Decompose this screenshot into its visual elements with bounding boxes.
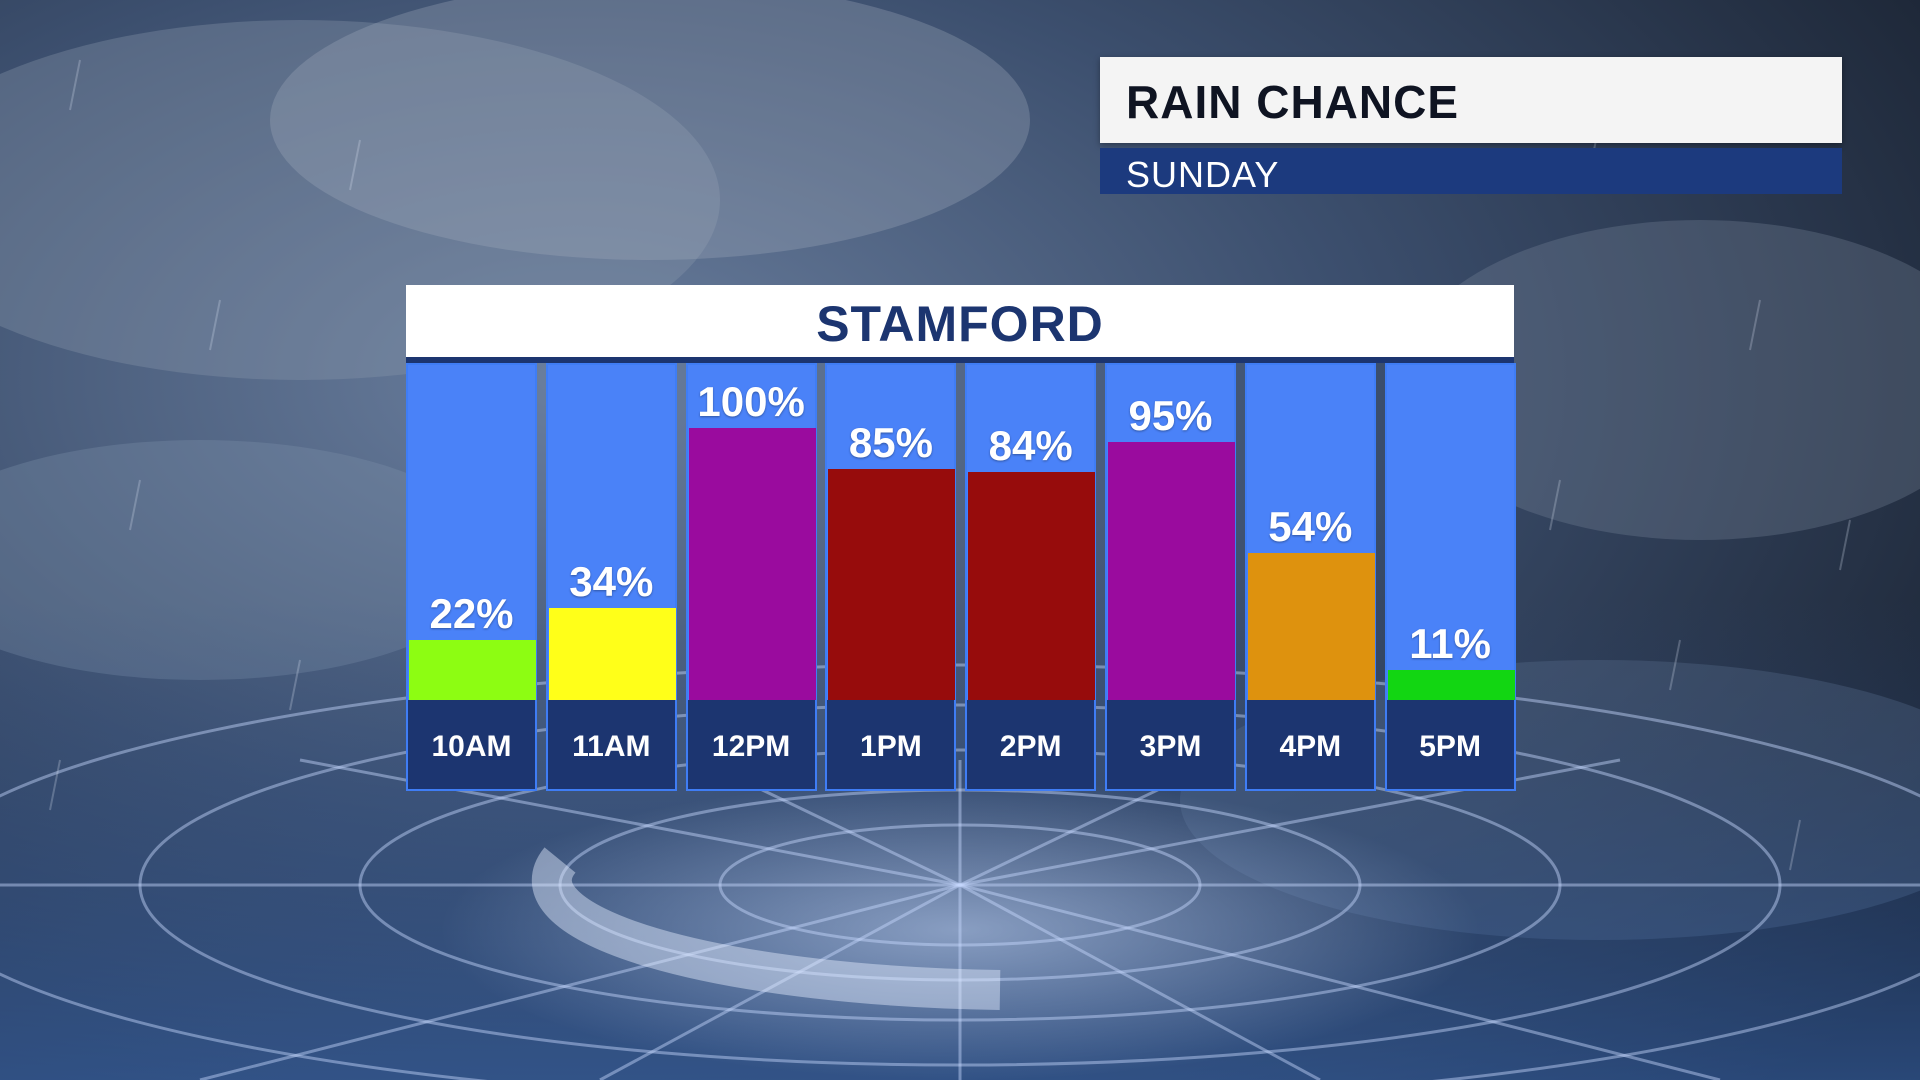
bar	[1108, 442, 1235, 700]
bar-column: 22% 10AM	[406, 363, 537, 791]
hour-label-band	[1386, 700, 1514, 789]
graphic-subtitle: SUNDAY	[1126, 154, 1280, 195]
hour-label-band	[967, 700, 1095, 789]
bar	[409, 640, 536, 700]
subtitle-band: SUNDAY	[1100, 148, 1842, 195]
bar-value-label: 54%	[1268, 503, 1353, 550]
bar-column: 54% 4PM	[1244, 363, 1376, 791]
bar-column: 85% 1PM	[825, 363, 957, 791]
hour-tick-label: 11AM	[572, 730, 651, 763]
bar	[968, 472, 1096, 700]
bar	[1247, 553, 1375, 700]
bar-value-label: 22%	[429, 590, 514, 637]
bar-column: 95% 3PM	[1105, 363, 1236, 791]
hour-label-band	[1107, 700, 1234, 789]
hour-label-band	[687, 700, 815, 789]
hour-tick-label: 4PM	[1279, 730, 1342, 763]
bar-column: 84% 2PM	[965, 363, 1097, 791]
bar-value-label: 100%	[697, 378, 805, 425]
hour-tick-label: 10AM	[431, 730, 512, 763]
bar-chart: 22% 10AM 34% 11AM 100% 12PM 85% 1PM 84% 2PM 95% 3PM…	[406, 363, 1516, 791]
bar	[828, 469, 956, 700]
bar	[1387, 670, 1515, 700]
hour-tick-label: 2PM	[999, 730, 1062, 763]
chart-header-divider	[406, 357, 1514, 363]
bar-value-label: 11%	[1409, 620, 1491, 667]
chart-title: STAMFORD	[816, 296, 1104, 352]
bar-value-label: 95%	[1128, 392, 1213, 439]
hour-tick-label: 3PM	[1139, 730, 1202, 763]
hour-label-band	[547, 700, 675, 789]
hour-label-band	[1246, 700, 1374, 789]
bar-value-label: 85%	[848, 419, 933, 466]
bar-value-label: 84%	[988, 422, 1073, 469]
hour-tick-label: 5PM	[1419, 730, 1481, 763]
bar	[548, 608, 676, 700]
bar-value-label: 34%	[569, 558, 654, 605]
hour-label-band	[827, 700, 955, 789]
chart-header: STAMFORD	[406, 285, 1514, 357]
hour-tick-label: 1PM	[860, 730, 922, 763]
bar	[688, 428, 816, 700]
graphic-title: RAIN CHANCE	[1126, 76, 1459, 128]
hour-label-band	[408, 700, 535, 789]
bar-column: 100% 12PM	[685, 363, 817, 791]
hour-tick-label: 12PM	[711, 730, 791, 763]
bar-column-background	[1386, 365, 1514, 700]
bar-column: 11% 5PM	[1384, 363, 1516, 791]
bar-column: 34% 11AM	[545, 363, 677, 791]
title-box: RAIN CHANCE	[1100, 57, 1842, 143]
